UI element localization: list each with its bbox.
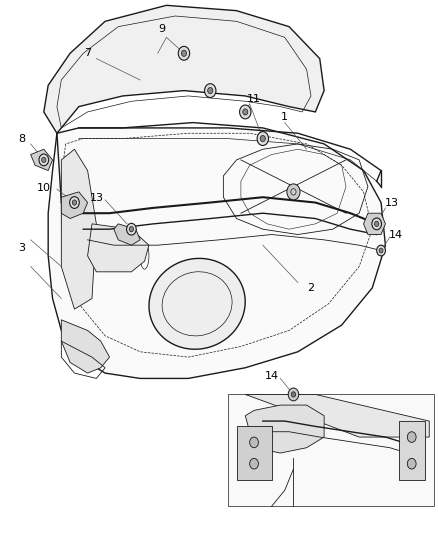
Circle shape <box>291 392 296 397</box>
Bar <box>92 240 114 256</box>
Circle shape <box>407 432 416 442</box>
Circle shape <box>288 388 299 401</box>
Circle shape <box>379 248 383 253</box>
Text: 1: 1 <box>281 112 288 122</box>
Text: 14: 14 <box>265 371 279 381</box>
Polygon shape <box>48 123 385 378</box>
Circle shape <box>208 87 213 94</box>
Ellipse shape <box>149 259 245 349</box>
Text: 10: 10 <box>37 183 51 192</box>
Circle shape <box>287 184 300 200</box>
Circle shape <box>407 458 416 469</box>
Text: 7: 7 <box>84 49 91 58</box>
Text: 8: 8 <box>18 134 25 143</box>
Polygon shape <box>114 224 140 245</box>
Circle shape <box>243 109 248 115</box>
Circle shape <box>372 218 381 230</box>
Circle shape <box>39 154 49 166</box>
Text: 11: 11 <box>247 94 261 103</box>
Circle shape <box>240 105 251 119</box>
Polygon shape <box>61 192 88 219</box>
Text: 3: 3 <box>18 243 25 253</box>
Circle shape <box>127 223 136 235</box>
Polygon shape <box>61 320 110 373</box>
Circle shape <box>181 50 187 56</box>
Circle shape <box>42 157 46 163</box>
Polygon shape <box>245 394 429 437</box>
Circle shape <box>250 458 258 469</box>
Circle shape <box>72 200 77 205</box>
Polygon shape <box>237 426 272 480</box>
Polygon shape <box>364 213 385 235</box>
Circle shape <box>260 135 265 142</box>
Circle shape <box>205 84 216 98</box>
Polygon shape <box>61 149 96 309</box>
Text: 13: 13 <box>385 198 399 207</box>
Text: 14: 14 <box>389 230 403 239</box>
Circle shape <box>374 221 379 227</box>
Text: 13: 13 <box>89 193 103 203</box>
Text: 2: 2 <box>307 283 314 293</box>
Text: 15: 15 <box>420 446 434 455</box>
Bar <box>118 240 131 256</box>
Polygon shape <box>31 149 53 171</box>
Polygon shape <box>399 421 425 480</box>
Circle shape <box>257 132 268 146</box>
Polygon shape <box>44 5 324 133</box>
Text: 9: 9 <box>159 25 166 34</box>
Circle shape <box>70 197 79 208</box>
Bar <box>228 394 434 506</box>
Circle shape <box>178 46 190 60</box>
Circle shape <box>250 437 258 448</box>
Polygon shape <box>88 224 149 272</box>
Circle shape <box>377 245 385 256</box>
Circle shape <box>129 227 134 232</box>
Polygon shape <box>245 405 324 453</box>
